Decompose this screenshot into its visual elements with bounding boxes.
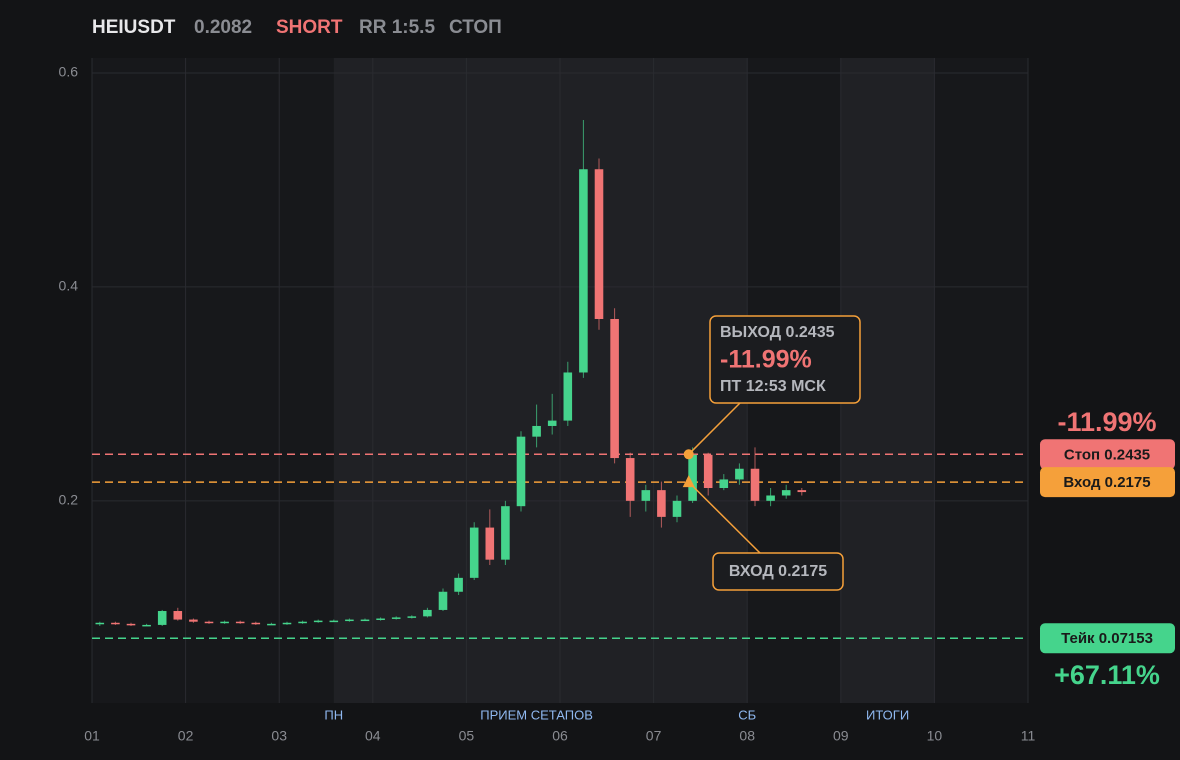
- candle-body: [360, 619, 370, 622]
- session-label: СБ: [738, 707, 756, 722]
- stop-pct: -11.99%: [1057, 407, 1156, 437]
- risk-reward: RR 1:5.5: [359, 17, 435, 38]
- y-tick-label: 0.6: [59, 64, 79, 80]
- x-tick-label: 11: [1021, 728, 1036, 744]
- candle-body: [657, 490, 666, 517]
- side: SHORT: [276, 17, 343, 38]
- exit-callout: [709, 315, 861, 404]
- candle-body: [532, 425, 541, 437]
- y-tick-label: 0.2: [59, 492, 79, 508]
- candle-body: [142, 624, 151, 627]
- x-tick-label: 08: [739, 728, 755, 744]
- candle-body: [485, 527, 495, 560]
- exit-time: ПТ 12:53 МСК: [720, 378, 826, 395]
- candle-body: [781, 490, 791, 496]
- x-tick-label: 02: [178, 728, 194, 744]
- candle-body: [641, 490, 651, 501]
- level-label: Стоп 0.2435: [1064, 446, 1150, 463]
- exit-pct: -11.99%: [720, 346, 812, 374]
- candle-body: [235, 621, 245, 624]
- last-price: 0.2082: [194, 17, 252, 38]
- x-tick-label: 06: [552, 728, 568, 744]
- candle-body: [407, 616, 417, 618]
- status: СТОП: [449, 17, 502, 38]
- x-tick-label: 03: [271, 728, 287, 744]
- candle-body: [298, 621, 307, 624]
- session-label: ПРИЕМ СЕТАПОВ: [480, 707, 593, 722]
- candle-body: [501, 506, 510, 560]
- x-tick-label: 07: [646, 728, 662, 744]
- take-pct: +67.11%: [1054, 660, 1160, 690]
- candle-body: [454, 577, 463, 592]
- candle-body: [313, 620, 323, 623]
- session-label: ИТОГИ: [866, 707, 909, 722]
- candle-body: [282, 622, 292, 625]
- level-label: Вход 0.2175: [1063, 474, 1150, 491]
- level-tag: [1040, 623, 1175, 654]
- entry-marker: [682, 475, 695, 488]
- candle-body: [719, 479, 729, 488]
- candle-body: [376, 618, 385, 620]
- x-tick-label: 01: [84, 728, 100, 744]
- candle-body: [423, 609, 432, 617]
- candle-body: [594, 169, 604, 319]
- entry-label: ВХОД 0.2175: [729, 563, 827, 580]
- candle-body: [672, 500, 682, 517]
- level-tag: [1040, 467, 1175, 498]
- candle-body: [610, 318, 619, 459]
- connector: [688, 481, 761, 554]
- candle-body: [516, 436, 526, 507]
- candle-body: [95, 622, 105, 625]
- candle-body: [703, 454, 713, 488]
- candle-body: [438, 591, 448, 610]
- x-tick-label: 05: [459, 728, 475, 744]
- candle-body: [766, 495, 775, 501]
- session-shade: [333, 58, 748, 703]
- candle-body: [189, 619, 198, 622]
- exit-marker: [683, 449, 694, 460]
- symbol: HEIUSDT: [92, 17, 176, 38]
- candle-body: [173, 611, 183, 620]
- candle-body: [625, 458, 635, 501]
- entry-callout: [712, 552, 844, 591]
- candle-body: [547, 420, 557, 426]
- candle-body: [267, 623, 276, 626]
- candle-body: [797, 490, 807, 493]
- candle-body: [563, 372, 573, 421]
- candle-body: [345, 619, 354, 622]
- candle-body: [469, 527, 479, 578]
- exit-label: ВЫХОД 0.2435: [720, 324, 835, 341]
- session-label: ПН: [324, 707, 343, 722]
- candle-body: [391, 617, 401, 619]
- candle-body: [251, 622, 261, 625]
- x-tick-label: 10: [927, 728, 943, 744]
- y-tick-label: 0.4: [59, 278, 79, 294]
- candle-body: [688, 454, 697, 501]
- candle-body: [204, 621, 214, 624]
- candle-body: [329, 620, 339, 623]
- candle-body: [750, 468, 760, 501]
- candle-body: [735, 468, 744, 480]
- candle-body: [126, 623, 136, 626]
- candle-body: [157, 611, 167, 625]
- candle-body: [220, 621, 229, 624]
- candle-body: [579, 169, 588, 373]
- connector: [688, 402, 741, 455]
- x-tick-label: 04: [365, 728, 381, 744]
- backgrounds: [91, 58, 1029, 703]
- level-label: Тейк 0.07153: [1061, 630, 1153, 647]
- x-tick-label: 09: [833, 728, 849, 744]
- level-tag: [1040, 439, 1175, 470]
- candle-body: [111, 622, 120, 625]
